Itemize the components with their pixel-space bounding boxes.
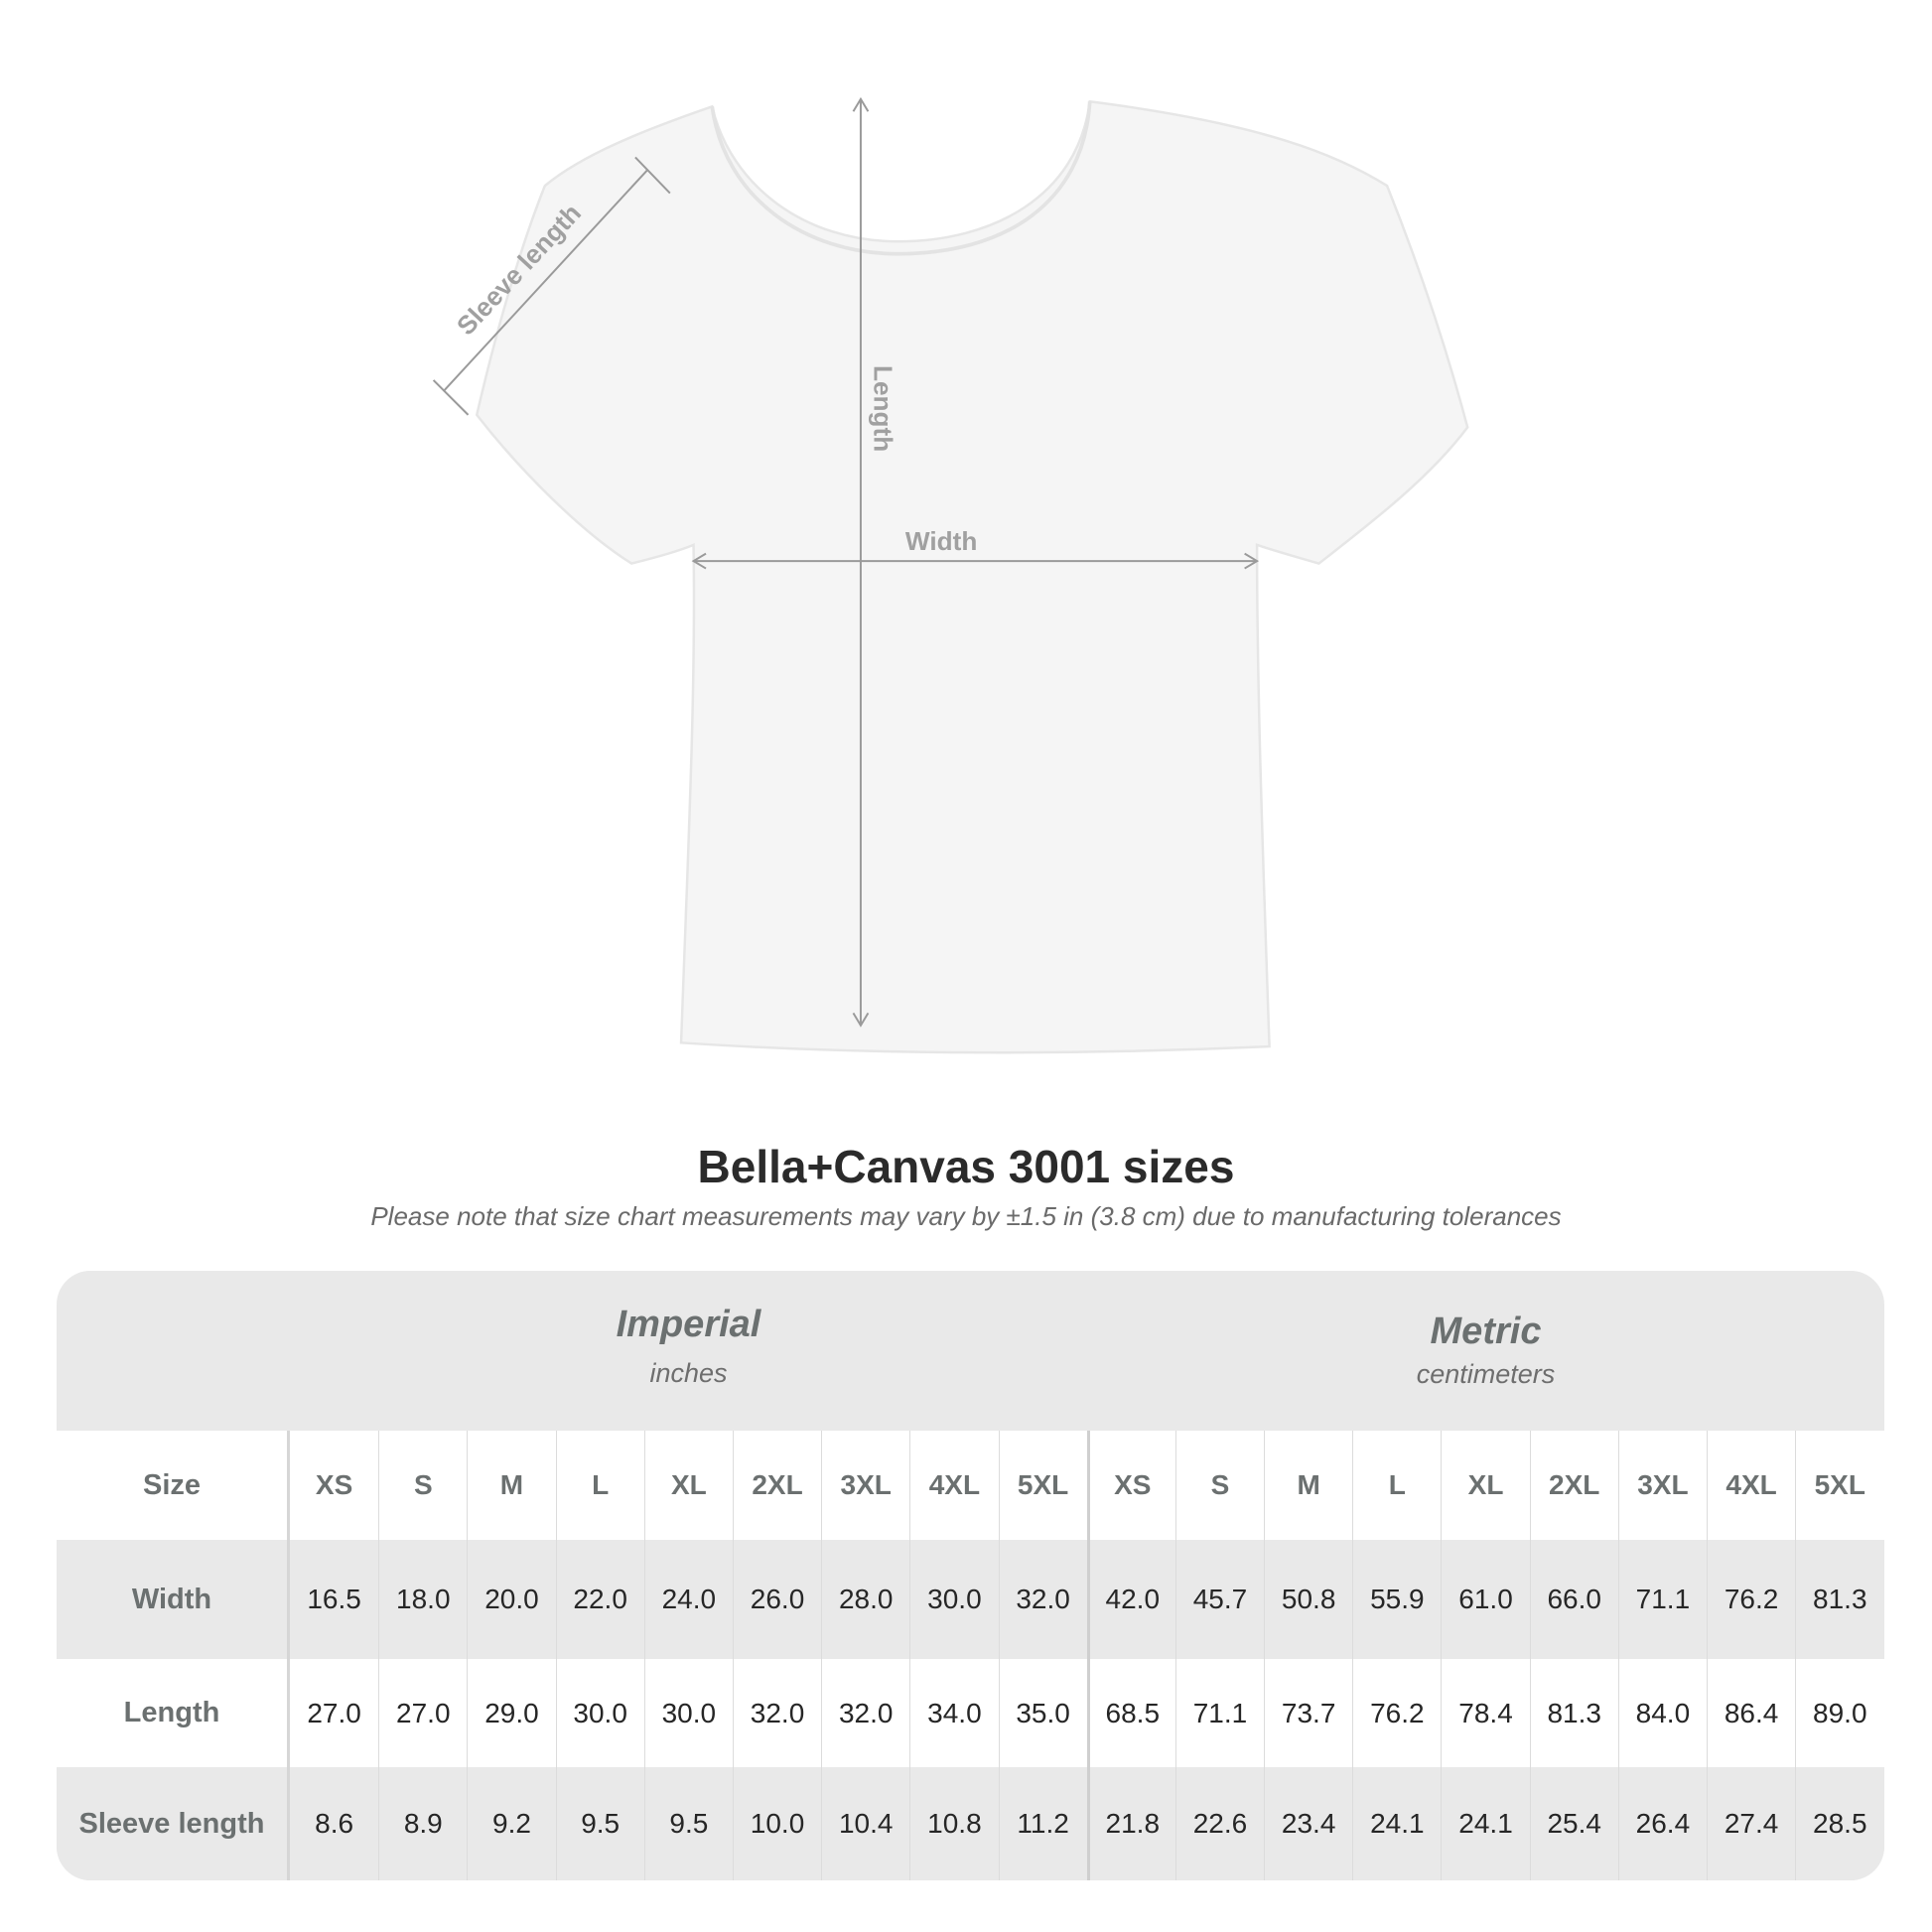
- size-header-cell: XS: [1086, 1431, 1175, 1540]
- table-cell: 16.5: [307, 1584, 361, 1614]
- table-cell: 27.0: [378, 1659, 467, 1767]
- table-cell: 9.5: [555, 1767, 644, 1880]
- table-cell: 34.0: [909, 1659, 998, 1767]
- length-label: Length: [869, 365, 898, 452]
- table-cell: 21.8: [1086, 1767, 1175, 1880]
- table-cell: 22.0: [555, 1540, 644, 1659]
- table-cell: 8.6: [315, 1808, 354, 1839]
- row-label: Sleeve length: [57, 1767, 290, 1880]
- metric-unit: centimeters: [1416, 1359, 1556, 1389]
- table-cell: 50.8: [1264, 1540, 1352, 1659]
- table-cell: 10.0: [732, 1767, 821, 1880]
- table-cell: 71.1: [1174, 1659, 1264, 1767]
- table-cell: 68.5: [1086, 1659, 1175, 1767]
- row-label: Size: [57, 1431, 290, 1540]
- metric-title: Metric: [1430, 1311, 1542, 1352]
- table-cell: 30.0: [643, 1659, 733, 1767]
- table-cell: 73.7: [1264, 1659, 1352, 1767]
- size-header-row: Size XS S M L XL 2XL 3XL 4XL 5XL XS S M L XL 2XL 3XL 4XL 5…: [57, 1431, 1884, 1540]
- size-header-cell: L: [555, 1431, 644, 1540]
- table-cell: 26.4: [1617, 1767, 1707, 1880]
- table-cell: 76.2: [1707, 1540, 1795, 1659]
- width-label: Width: [905, 526, 977, 556]
- table-cell: 55.9: [1352, 1540, 1441, 1659]
- table-cell: 28.5: [1795, 1767, 1883, 1880]
- table-cell: 32.0: [732, 1659, 821, 1767]
- table-cell: 29.0: [467, 1659, 555, 1767]
- table-cell: 24.1: [1352, 1767, 1441, 1880]
- table-cell: 26.0: [732, 1540, 821, 1659]
- table-cell: 66.0: [1529, 1540, 1618, 1659]
- table-cell: 30.0: [555, 1659, 644, 1767]
- table-cell: 20.0: [467, 1540, 555, 1659]
- table-cell: 25.4: [1529, 1767, 1618, 1880]
- metric-header: Metric centimeters: [1087, 1271, 1884, 1431]
- size-header-cell: 2XL: [732, 1431, 821, 1540]
- size-header-cell: 5XL: [1795, 1431, 1883, 1540]
- table-cell: 81.3: [1529, 1659, 1618, 1767]
- table-cell: 9.2: [467, 1767, 555, 1880]
- table-cell: 9.5: [643, 1767, 733, 1880]
- tolerance-note: Please note that size chart measurements…: [370, 1201, 1562, 1231]
- size-header-cell: S: [1174, 1431, 1264, 1540]
- row-label: Length: [57, 1659, 290, 1767]
- size-table: Imperial inches Metric centimeters Size X…: [57, 1271, 1884, 1880]
- table-cell: 30.0: [909, 1540, 998, 1659]
- table-cell: 42.0: [1086, 1540, 1175, 1659]
- size-header-cell: 4XL: [1707, 1431, 1795, 1540]
- size-header-cell: XL: [643, 1431, 733, 1540]
- table-cell: 22.6: [1174, 1767, 1264, 1880]
- size-header-cell: 5XL: [998, 1431, 1087, 1540]
- table-cell: 24.1: [1441, 1767, 1529, 1880]
- table-row-sleeve-length: Sleeve length 8.6 8.9 9.2 9.5 9.5 10.0 10.4 10.8…: [57, 1767, 1884, 1880]
- sleeve-measure-line: [442, 169, 649, 392]
- size-header-cell: M: [467, 1431, 555, 1540]
- table-cell: 35.0: [998, 1659, 1087, 1767]
- table-cell: 28.0: [821, 1540, 909, 1659]
- table-cell: 8.9: [378, 1767, 467, 1880]
- size-header-cell: 2XL: [1529, 1431, 1618, 1540]
- tshirt-diagram: Sleeve length Length Width: [432, 96, 1469, 1054]
- table-cell: 10.8: [909, 1767, 998, 1880]
- table-row-length: Length 27.0 27.0 29.0 30.0 30.0 32.0 32.0 34.0 35…: [57, 1659, 1884, 1767]
- table-cell: 71.1: [1617, 1540, 1707, 1659]
- table-cell: 27.4: [1707, 1767, 1795, 1880]
- table-cell: 81.3: [1795, 1540, 1883, 1659]
- size-header-cell: 3XL: [1617, 1431, 1707, 1540]
- page-title: Bella+Canvas 3001 sizes: [697, 1141, 1235, 1192]
- table-cell: 86.4: [1707, 1659, 1795, 1767]
- table-cell: 24.0: [643, 1540, 733, 1659]
- table-cell: 78.4: [1441, 1659, 1529, 1767]
- row-label: Width: [57, 1540, 290, 1659]
- table-cell: 61.0: [1441, 1540, 1529, 1659]
- table-cell: 27.0: [307, 1697, 361, 1728]
- neckline: [710, 101, 1092, 256]
- size-header-cell: XS: [315, 1469, 353, 1500]
- imperial-header: Imperial inches: [290, 1271, 1087, 1431]
- imperial-title: Imperial: [616, 1304, 761, 1345]
- table-cell: 89.0: [1795, 1659, 1883, 1767]
- table-cell: 45.7: [1174, 1540, 1264, 1659]
- table-cell: 23.4: [1264, 1767, 1352, 1880]
- table-cell: 11.2: [998, 1767, 1087, 1880]
- table-cell: 18.0: [378, 1540, 467, 1659]
- table-cell: 76.2: [1352, 1659, 1441, 1767]
- size-header-cell: S: [378, 1431, 467, 1540]
- table-cell: 32.0: [998, 1540, 1087, 1659]
- tshirt-image: [475, 99, 1469, 1054]
- size-header-cell: M: [1264, 1431, 1352, 1540]
- size-header-cell: 4XL: [909, 1431, 998, 1540]
- table-cell: 32.0: [821, 1659, 909, 1767]
- size-header-cell: L: [1352, 1431, 1441, 1540]
- size-header-cell: 3XL: [821, 1431, 909, 1540]
- table-row-width: Width 16.5 18.0 20.0 22.0 24.0 26.0 28.0 30.0 32.…: [57, 1540, 1884, 1659]
- table-cell: 84.0: [1617, 1659, 1707, 1767]
- table-cell: 10.4: [821, 1767, 909, 1880]
- size-header-cell: XL: [1441, 1431, 1529, 1540]
- imperial-unit: inches: [649, 1358, 728, 1388]
